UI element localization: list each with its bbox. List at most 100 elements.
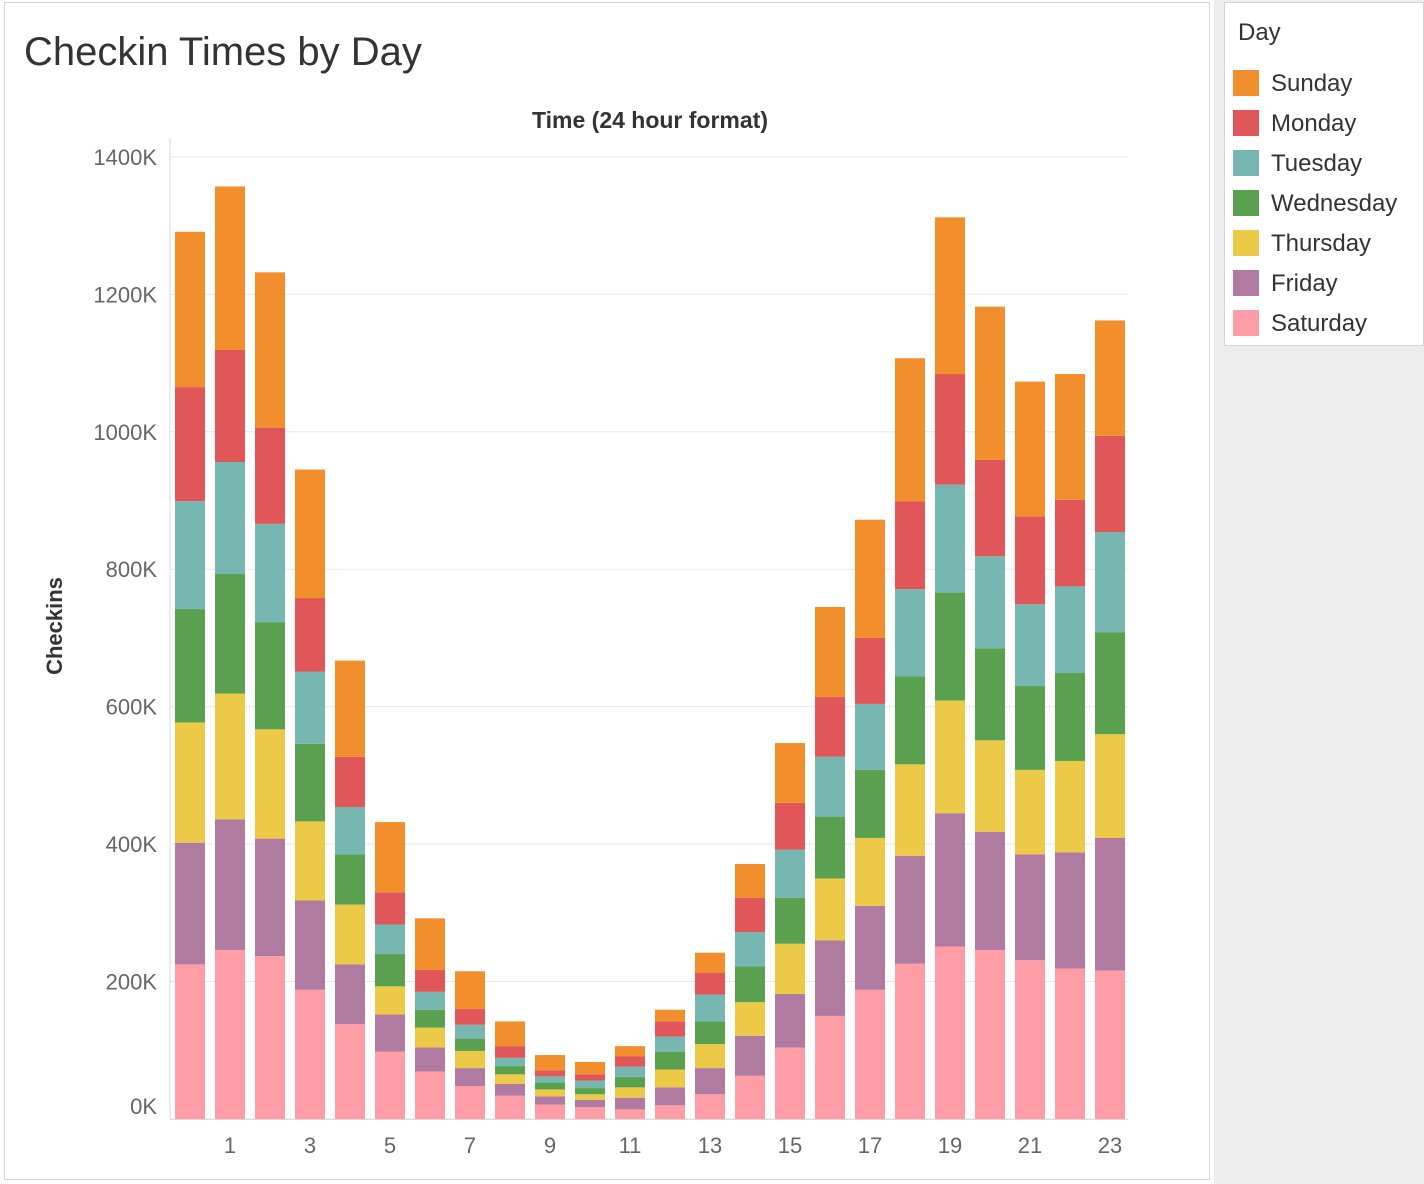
bar-segment-thursday[interactable] <box>535 1089 565 1097</box>
bar-segment-friday[interactable] <box>855 905 885 990</box>
bar-segment-thursday[interactable] <box>175 722 205 843</box>
bar-segment-monday[interactable] <box>975 459 1005 557</box>
bar-segment-sunday[interactable] <box>495 1021 525 1047</box>
bar-segment-tuesday[interactable] <box>895 589 925 677</box>
bar-segment-sunday[interactable] <box>1015 381 1045 517</box>
bar-segment-saturday[interactable] <box>175 964 205 1119</box>
bar-segment-thursday[interactable] <box>815 878 845 941</box>
bar-segment-wednesday[interactable] <box>255 622 285 730</box>
bar-segment-sunday[interactable] <box>975 306 1005 460</box>
bar-segment-tuesday[interactable] <box>335 806 365 855</box>
bar-segment-tuesday[interactable] <box>975 556 1005 649</box>
bar-segment-friday[interactable] <box>655 1087 685 1106</box>
bar-segment-wednesday[interactable] <box>815 816 845 879</box>
bar-segment-sunday[interactable] <box>575 1061 605 1075</box>
bar-segment-monday[interactable] <box>495 1046 525 1058</box>
bar-segment-saturday[interactable] <box>935 946 965 1119</box>
bar-segment-sunday[interactable] <box>215 186 245 350</box>
bar-segment-friday[interactable] <box>215 819 245 950</box>
bar-segment-thursday[interactable] <box>455 1050 485 1069</box>
bar-segment-wednesday[interactable] <box>1095 632 1125 735</box>
bar-segment-saturday[interactable] <box>295 989 325 1119</box>
bar-segment-friday[interactable] <box>415 1047 445 1072</box>
bar-segment-wednesday[interactable] <box>215 574 245 694</box>
legend[interactable]: Day Sunday Monday Tuesday Wednesday Thursday… <box>1224 2 1424 346</box>
bar-segment-sunday[interactable] <box>855 519 885 638</box>
bar-segment-monday[interactable] <box>415 969 445 992</box>
bar-segment-friday[interactable] <box>815 940 845 1016</box>
bar-segment-tuesday[interactable] <box>855 703 885 770</box>
legend-item-monday[interactable]: Monday <box>1233 109 1423 137</box>
bar-segment-thursday[interactable] <box>295 821 325 901</box>
bar-segment-thursday[interactable] <box>1015 769 1045 855</box>
bar-segment-friday[interactable] <box>575 1099 605 1108</box>
bar-segment-monday[interactable] <box>855 637 885 704</box>
bar-segment-wednesday[interactable] <box>775 897 805 944</box>
legend-item-tuesday[interactable]: Tuesday <box>1233 149 1423 177</box>
bar-segment-wednesday[interactable] <box>535 1082 565 1090</box>
bar-segment-thursday[interactable] <box>615 1087 645 1098</box>
bar-segment-tuesday[interactable] <box>175 501 205 610</box>
bar-segment-tuesday[interactable] <box>415 991 445 1010</box>
bar-segment-tuesday[interactable] <box>575 1080 605 1089</box>
bar-segment-monday[interactable] <box>255 427 285 524</box>
bar-segment-tuesday[interactable] <box>735 932 765 967</box>
bar-segment-friday[interactable] <box>535 1096 565 1105</box>
bar-segment-sunday[interactable] <box>535 1055 565 1071</box>
bar-segment-thursday[interactable] <box>1055 760 1085 853</box>
bar-segment-monday[interactable] <box>655 1021 685 1037</box>
bar-segment-wednesday[interactable] <box>335 854 365 905</box>
legend-item-wednesday[interactable]: Wednesday <box>1233 189 1423 217</box>
bar-segment-wednesday[interactable] <box>575 1088 605 1095</box>
bar-segment-saturday[interactable] <box>575 1107 605 1119</box>
bar-segment-thursday[interactable] <box>775 943 805 994</box>
bar-segment-monday[interactable] <box>615 1056 645 1067</box>
bar-segment-saturday[interactable] <box>535 1104 565 1119</box>
bar-segment-saturday[interactable] <box>255 956 285 1119</box>
bar-segment-saturday[interactable] <box>895 963 925 1119</box>
bar-segment-tuesday[interactable] <box>935 484 965 593</box>
bar-segment-sunday[interactable] <box>735 864 765 898</box>
bar-segment-monday[interactable] <box>455 1009 485 1025</box>
legend-item-sunday[interactable]: Sunday <box>1233 69 1423 97</box>
bar-segment-friday[interactable] <box>895 855 925 964</box>
bar-segment-thursday[interactable] <box>895 764 925 856</box>
bar-segment-wednesday[interactable] <box>855 769 885 838</box>
bar-segment-sunday[interactable] <box>415 918 445 970</box>
bar-segment-saturday[interactable] <box>215 949 245 1119</box>
bar-segment-saturday[interactable] <box>815 1015 845 1119</box>
bar-segment-thursday[interactable] <box>375 986 405 1015</box>
bar-segment-friday[interactable] <box>295 900 325 990</box>
bar-segment-monday[interactable] <box>695 972 725 995</box>
bar-segment-monday[interactable] <box>215 349 245 463</box>
bar-segment-monday[interactable] <box>375 892 405 925</box>
bar-segment-sunday[interactable] <box>335 660 365 757</box>
bar-segment-monday[interactable] <box>295 598 325 672</box>
bar-segment-saturday[interactable] <box>455 1086 485 1119</box>
bar-segment-monday[interactable] <box>735 897 765 933</box>
bar-segment-monday[interactable] <box>895 501 925 590</box>
bar-segment-sunday[interactable] <box>655 1009 685 1022</box>
bar-segment-friday[interactable] <box>255 838 285 957</box>
bar-segment-thursday[interactable] <box>935 700 965 814</box>
bar-segment-friday[interactable] <box>1015 854 1045 961</box>
bar-segment-sunday[interactable] <box>895 358 925 502</box>
bar-segment-thursday[interactable] <box>655 1069 685 1088</box>
bar-segment-wednesday[interactable] <box>975 648 1005 741</box>
bar-segment-saturday[interactable] <box>695 1094 725 1119</box>
bar-segment-sunday[interactable] <box>695 952 725 973</box>
bar-segment-monday[interactable] <box>335 756 365 807</box>
bar-segment-sunday[interactable] <box>455 971 485 1010</box>
bar-segment-sunday[interactable] <box>1055 374 1085 500</box>
bar-segment-wednesday[interactable] <box>1055 672 1085 761</box>
bar-segment-thursday[interactable] <box>575 1094 605 1100</box>
bar-segment-friday[interactable] <box>935 813 965 947</box>
bar-segment-saturday[interactable] <box>1095 970 1125 1119</box>
bar-segment-friday[interactable] <box>455 1068 485 1087</box>
bar-segment-tuesday[interactable] <box>375 924 405 955</box>
bar-segment-saturday[interactable] <box>1055 968 1085 1119</box>
bar-segment-tuesday[interactable] <box>1015 604 1045 687</box>
bar-segment-saturday[interactable] <box>415 1071 445 1119</box>
bar-segment-wednesday[interactable] <box>935 592 965 701</box>
bar-segment-thursday[interactable] <box>415 1027 445 1048</box>
